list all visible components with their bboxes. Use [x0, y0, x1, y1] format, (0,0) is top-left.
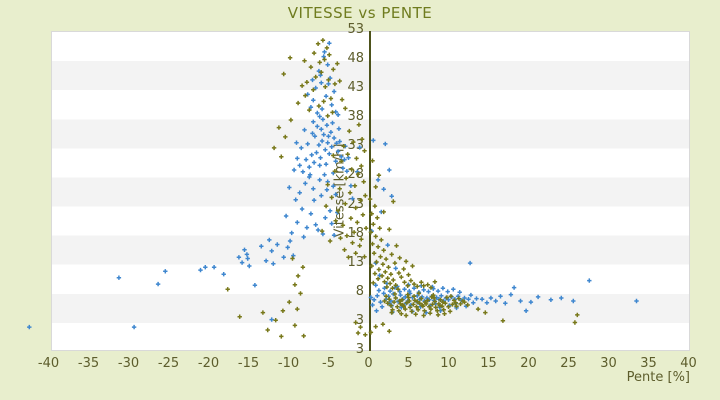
x-tick-label: 25 [560, 356, 577, 371]
y-tick-label: 3 [355, 312, 364, 328]
x-tick-label: 20 [520, 356, 537, 371]
chart-title: VITESSE vs PENTE [287, 4, 433, 22]
x-tick-label: -20 [197, 356, 220, 371]
x-tick-label: -35 [77, 356, 100, 371]
x-tick-label: -5 [322, 356, 335, 371]
y-tick-label: 3 [355, 342, 364, 357]
x-tick-label: -10 [277, 356, 300, 371]
y-axis-title: Vitesse [km/h] [332, 143, 348, 238]
x-tick-label: 10 [440, 356, 457, 371]
x-tick-label: -30 [117, 356, 140, 371]
zero-axis-line [368, 31, 371, 351]
x-tick-label: 40 [680, 356, 697, 371]
y-tick-label: 48 [347, 51, 364, 67]
x-tick-label: 5 [404, 356, 413, 371]
x-axis-title: Pente [%] [626, 370, 690, 385]
x-tick-label: 0 [364, 356, 373, 371]
x-tick-label: 35 [640, 356, 657, 371]
x-tick-label: -15 [237, 356, 260, 371]
x-tick-label: 30 [600, 356, 617, 371]
x-tick-label: -40 [37, 356, 60, 371]
x-tick-label: -25 [157, 356, 180, 371]
y-tick-label: 53 [347, 22, 364, 37]
x-tick-label: 15 [480, 356, 497, 371]
plot-area [51, 31, 690, 351]
